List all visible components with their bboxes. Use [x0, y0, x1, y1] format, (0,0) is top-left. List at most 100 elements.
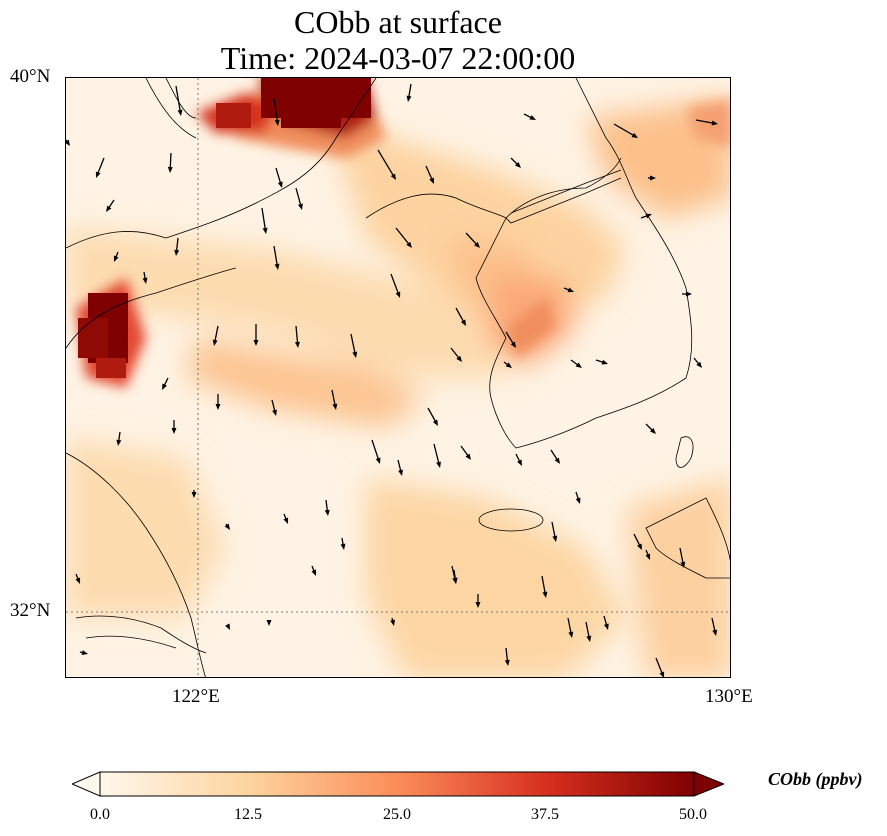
wind-vector-head	[311, 569, 317, 576]
coastlines	[66, 78, 730, 677]
wind-vector-head	[552, 535, 558, 542]
wind-vector-head	[116, 439, 122, 446]
wind-vector-head	[398, 469, 403, 476]
wind-vector-shaft	[273, 245, 279, 268]
wind-vector-head	[645, 553, 651, 560]
wind-vector-shaft	[541, 575, 547, 596]
wind-vector-head	[686, 291, 692, 297]
wind-vector-shaft	[395, 227, 411, 247]
wind-vector-head	[554, 457, 560, 464]
wind-vector-head	[283, 517, 289, 524]
wind-vector-shaft	[350, 333, 357, 356]
lat-tick-32n: 32°N	[10, 600, 51, 621]
wind-vector-head	[510, 341, 516, 348]
wind-vector-shaft	[295, 325, 299, 346]
wind-vector-head	[66, 139, 70, 146]
wind-vector-head	[601, 359, 608, 365]
wind-vector-head	[650, 175, 656, 181]
colorbar	[70, 770, 726, 798]
colorbar-tick-0: 0.0	[90, 806, 110, 823]
map-panel	[65, 77, 731, 678]
plot-title-line1: CObb at surface	[294, 4, 502, 40]
wind-vector-head	[277, 181, 283, 188]
wind-vector-head	[696, 361, 702, 368]
wind-vector-head	[171, 428, 177, 434]
wind-vector-head	[711, 120, 718, 126]
colorbar-extend-max	[693, 771, 726, 797]
wind-vector-head	[568, 631, 574, 638]
wind-vector-head	[272, 409, 277, 416]
wind-vector-head	[517, 459, 522, 466]
gridlines	[66, 78, 730, 677]
wind-vector-shaft	[695, 119, 716, 125]
concentration-maxima	[78, 78, 371, 378]
colorbar-title: CObb (ppbv)	[768, 769, 863, 789]
wind-vector-head	[324, 509, 330, 516]
wind-vector-head	[514, 161, 521, 168]
wind-vector-head	[452, 577, 458, 584]
wind-vector-head	[266, 620, 272, 626]
lat-tick-40n: 40°N	[10, 66, 51, 87]
wind-vector-head	[475, 602, 481, 608]
wind-vector-head	[567, 287, 574, 293]
wind-vector-head	[81, 650, 88, 655]
wind-vector-head	[262, 227, 268, 234]
wind-vector-head	[432, 419, 438, 426]
wind-vector-shaft	[655, 657, 664, 676]
wind-vector-head	[332, 403, 338, 410]
wind-vector-head	[406, 95, 412, 102]
wind-vector-head	[212, 339, 218, 346]
wind-vector-head	[637, 543, 642, 550]
wind-vector-head	[436, 461, 441, 468]
wind-vector-head	[460, 319, 466, 326]
wind-vector-head	[75, 577, 81, 584]
colorbar-tick-4: 50.0	[679, 806, 707, 823]
wind-vector-head	[390, 173, 396, 180]
wind-vector-head	[174, 249, 180, 256]
wind-vector-shaft	[261, 207, 267, 232]
wind-vector-head	[465, 453, 471, 460]
wind-vector-shaft	[175, 85, 182, 114]
wind-vector-shaft	[371, 439, 380, 462]
wind-vector-head	[113, 255, 119, 262]
wind-vector-head	[631, 132, 638, 138]
wind-vector-head	[274, 263, 280, 270]
wind-vector-head	[191, 492, 197, 498]
wind-vector-head	[298, 203, 303, 210]
wind-vector-head	[505, 362, 512, 368]
wind-vector-head	[406, 241, 412, 248]
colorbar-extend-min	[70, 771, 101, 797]
wind-vector-head	[529, 115, 536, 120]
wind-vector-head	[575, 362, 582, 368]
lon-tick-130e: 130°E	[705, 686, 753, 707]
wind-vector-head	[680, 561, 686, 568]
wind-vector-head	[645, 213, 652, 219]
colorbar-tick-1: 12.5	[234, 806, 262, 823]
colorbar-svg	[70, 771, 726, 797]
colorbar-bar	[99, 771, 695, 797]
lon-tick-122e: 122°E	[172, 686, 220, 707]
wind-vector-head	[586, 635, 592, 642]
colorbar-tick-3: 37.5	[531, 806, 559, 823]
wind-vector-head	[659, 671, 665, 677]
wind-vector-shaft	[377, 149, 396, 178]
concentration-map	[66, 78, 730, 677]
wind-vector-shaft	[273, 97, 279, 124]
wind-vector-head	[456, 355, 462, 362]
wind-vector-head	[253, 340, 259, 346]
wind-vector-head	[106, 205, 112, 212]
wind-vector-head	[225, 623, 230, 630]
wind-vector-head	[390, 619, 395, 626]
wind-vector-head	[142, 277, 148, 284]
wind-vector-shaft	[295, 187, 302, 208]
wind-vector-head	[294, 341, 300, 348]
wind-vector-head	[395, 291, 401, 298]
wind-vector-head	[177, 109, 183, 116]
wind-vector-shaft	[433, 443, 440, 466]
colorbar-tick-2: 25.0	[383, 806, 411, 823]
wind-vectors	[66, 83, 718, 677]
wind-vector-head	[603, 623, 609, 630]
wind-vector-head	[542, 591, 548, 598]
wind-vector-head	[712, 629, 718, 636]
wind-vector-head	[167, 166, 173, 173]
